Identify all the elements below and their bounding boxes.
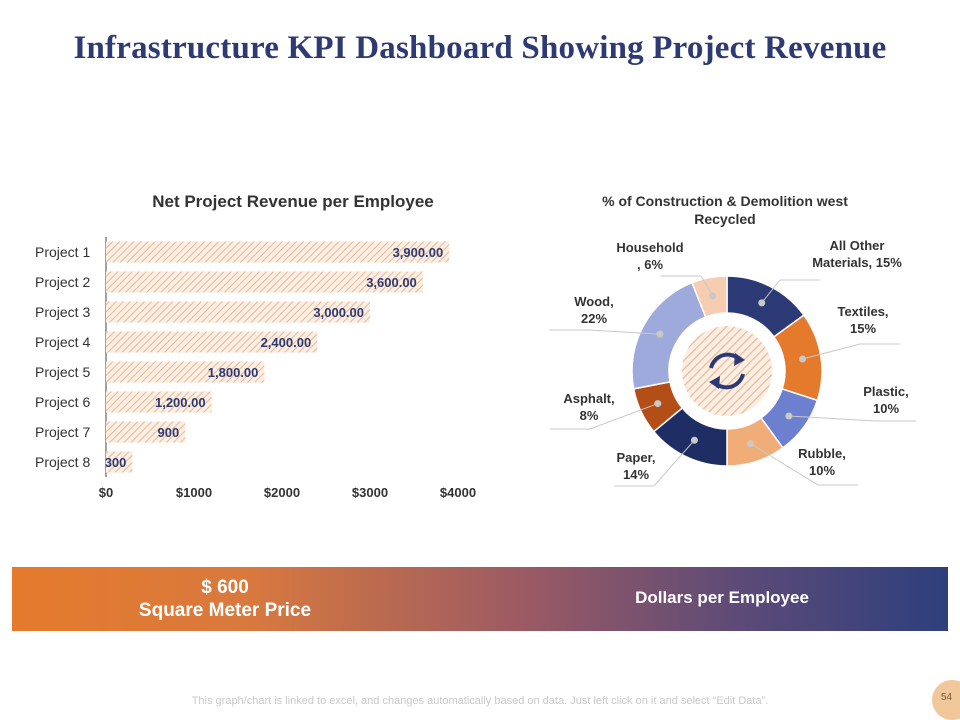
leader-line bbox=[761, 279, 820, 304]
bar bbox=[106, 241, 450, 263]
slice-label: Textiles, 15% bbox=[837, 304, 888, 336]
x-tick-label: $2000 bbox=[264, 485, 300, 500]
price-value: $ 600 bbox=[201, 577, 249, 598]
donut-center bbox=[682, 326, 772, 416]
slice-label: Plastic, 10% bbox=[863, 384, 909, 416]
x-tick-label: $4000 bbox=[440, 485, 476, 500]
slice-label: Household, 6% bbox=[616, 240, 683, 272]
donut-chart: All Other Materials, 15% Textiles, 15% Plast… bbox=[549, 238, 916, 487]
slice-label: Paper, 14% bbox=[616, 450, 655, 482]
category-label: Project 8 bbox=[35, 454, 90, 470]
bar bbox=[106, 361, 265, 383]
x-tick-label: $1000 bbox=[176, 485, 212, 500]
price-caption: Square Meter Price bbox=[138, 600, 312, 621]
slice-label: Rubble, 10% bbox=[798, 446, 846, 478]
bar bbox=[106, 331, 318, 353]
pie-chart-title: % of Construction & Demolition west Recy… bbox=[602, 193, 848, 227]
bar-value-label: 900 bbox=[157, 425, 179, 440]
leader-line bbox=[802, 343, 900, 360]
slice-label: All Other Materials, 15% bbox=[812, 238, 902, 270]
category-label: Project 4 bbox=[35, 334, 90, 350]
leader-line bbox=[788, 415, 916, 422]
bar-value-label: 3,900.00 bbox=[393, 245, 444, 260]
category-label: Project 3 bbox=[35, 304, 90, 320]
banner-right-text: Dollars per Employee bbox=[635, 588, 809, 607]
footnote: This graph/chart is linked to excel, and… bbox=[191, 695, 769, 707]
bar-chart-title: Net Project Revenue per Employee bbox=[152, 192, 434, 211]
bar-value-label: 300 bbox=[105, 455, 127, 470]
bar-value-label: 3,000.00 bbox=[313, 305, 364, 320]
bar-value-label: 2,400.00 bbox=[261, 335, 312, 350]
bar-value-label: 3,600.00 bbox=[366, 275, 417, 290]
bar bbox=[106, 271, 423, 293]
bar bbox=[106, 421, 186, 443]
bar bbox=[106, 391, 212, 413]
category-label: Project 6 bbox=[35, 394, 90, 410]
bar-chart: Project 1 3,900.00 Project 2 3,600.00 Projec… bbox=[35, 237, 476, 500]
category-label: Project 5 bbox=[35, 364, 90, 380]
bar bbox=[106, 301, 370, 323]
page-title: Infrastructure KPI Dashboard Showing Pro… bbox=[73, 30, 887, 66]
leader-line bbox=[750, 443, 858, 486]
bar-value-label: 1,800.00 bbox=[208, 365, 259, 380]
category-label: Project 2 bbox=[35, 274, 90, 290]
category-label: Project 7 bbox=[35, 424, 90, 440]
banner-price-block: $ 600 Square Meter Price bbox=[62, 576, 388, 622]
bar-value-label: 1,200.00 bbox=[155, 395, 206, 410]
leader-line bbox=[550, 403, 658, 430]
bar bbox=[106, 451, 133, 473]
leader-line bbox=[549, 329, 660, 335]
refresh-icon bbox=[709, 352, 745, 390]
x-tick-label: $3000 bbox=[352, 485, 388, 500]
page-number-badge: 54 bbox=[932, 680, 960, 720]
category-label: Project 1 bbox=[35, 244, 90, 260]
slice-label: Asphalt, 8% bbox=[563, 391, 614, 423]
leader-line bbox=[614, 439, 695, 487]
x-tick-label: $0 bbox=[99, 485, 113, 500]
page-number: 54 bbox=[941, 692, 953, 703]
slice-label: Wood, 22% bbox=[574, 294, 613, 326]
summary-banner: $ 600 Square Meter Price Dollars per Emp… bbox=[12, 567, 948, 631]
leader-line bbox=[661, 275, 714, 297]
